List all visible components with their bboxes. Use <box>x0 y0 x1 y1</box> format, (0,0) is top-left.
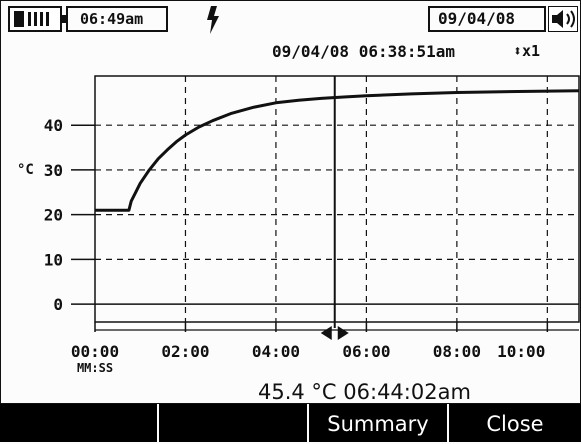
softkey-1[interactable] <box>0 404 157 442</box>
y-tick-label: 10 <box>44 250 63 269</box>
clock-time: 06:49am <box>66 6 168 32</box>
x-tick-label: 02:00 <box>161 342 209 361</box>
battery-icon <box>8 6 66 32</box>
y-axis-label: °C <box>17 162 34 178</box>
speaker-icon <box>548 6 578 32</box>
lightning-icon <box>207 6 219 34</box>
cursor-readout: 45.4 °C 06:44:02am <box>258 380 471 404</box>
plot-area <box>94 75 580 323</box>
softkey-2[interactable] <box>157 404 307 442</box>
zoom-control[interactable]: ⬍x1 <box>513 42 540 60</box>
y-tick-label: 20 <box>44 206 63 225</box>
summary-button[interactable]: Summary <box>307 404 447 442</box>
x-tick-label: 04:00 <box>252 342 300 361</box>
temperature-series-line <box>95 89 580 212</box>
date-display: 09/04/08 <box>428 6 546 32</box>
up-down-arrows-icon: ⬍ <box>513 42 523 60</box>
y-tick-label: 0 <box>53 295 63 314</box>
x-tick-label: 06:00 <box>342 342 390 361</box>
cursor-left-arrow <box>320 326 332 340</box>
cursor-right-arrow <box>337 326 349 340</box>
x-tick-label: 10:00 <box>497 342 545 361</box>
close-button[interactable]: Close <box>447 404 581 442</box>
cursor-timestamp: 09/04/08 06:38:51am <box>272 42 456 61</box>
x-axis-label: MM:SS <box>77 361 113 375</box>
y-tick-label: 30 <box>44 161 63 180</box>
y-tick-label: 40 <box>44 116 63 135</box>
softkey-bar: Summary Close <box>0 404 581 442</box>
x-tick-label: 08:00 <box>433 342 481 361</box>
x-tick-label: 00:00 <box>71 342 119 361</box>
temperature-chart[interactable]: 0 10 20 30 40 °C 00:00 02:00 04:00 06:00 08:00 10:0… <box>0 0 581 402</box>
left-right-arrows-icon[interactable] <box>320 326 349 340</box>
zoom-level: x1 <box>522 42 541 60</box>
